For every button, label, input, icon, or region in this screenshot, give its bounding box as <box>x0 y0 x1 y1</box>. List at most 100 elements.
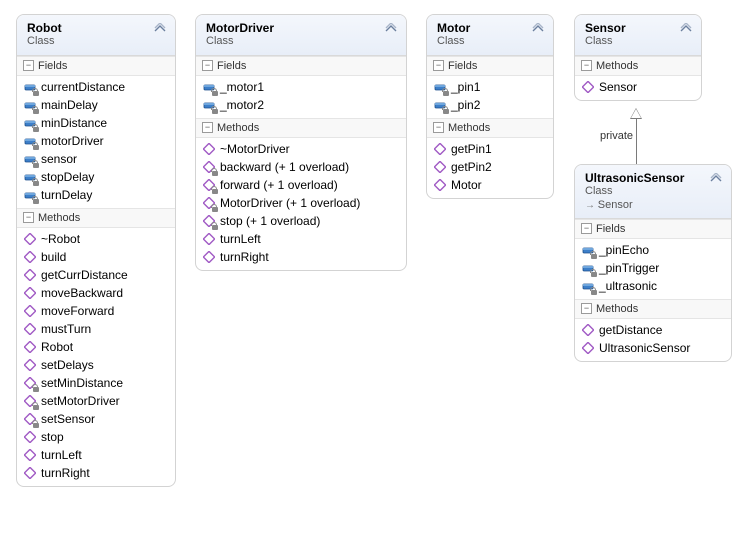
member-row[interactable]: build <box>21 248 171 266</box>
member-row[interactable]: _ultrasonic <box>579 277 727 295</box>
section-header-methods[interactable]: −Methods <box>17 208 175 228</box>
class-header[interactable]: SensorClass <box>575 15 701 56</box>
section-header-methods[interactable]: −Methods <box>575 299 731 319</box>
member-row[interactable]: turnLeft <box>200 230 402 248</box>
member-row[interactable]: minDistance <box>21 114 171 132</box>
member-row[interactable]: _pinEcho <box>579 241 727 259</box>
collapse-chevrons-icon[interactable] <box>384 23 398 36</box>
section-header-fields[interactable]: −Fields <box>575 219 731 239</box>
field-icon <box>23 80 37 94</box>
collapse-chevrons-icon[interactable] <box>531 23 545 36</box>
class-name: Motor <box>437 21 470 35</box>
section-header-fields[interactable]: −Fields <box>17 56 175 76</box>
method-icon <box>23 340 37 354</box>
minus-toggle-icon[interactable]: − <box>581 223 592 234</box>
section-header-methods[interactable]: −Methods <box>427 118 553 138</box>
class-header[interactable]: UltrasonicSensorClassSensor <box>575 165 731 219</box>
member-row[interactable]: getDistance <box>579 321 727 339</box>
method-icon <box>23 430 37 444</box>
member-row[interactable]: _pin2 <box>431 96 549 114</box>
section-title: Fields <box>448 60 477 72</box>
class-header[interactable]: MotorDriverClass <box>196 15 406 56</box>
inheritance-arrow-fill <box>631 109 641 118</box>
member-label: _pin2 <box>451 97 480 113</box>
collapse-chevrons-icon[interactable] <box>679 23 693 36</box>
member-label: getDistance <box>599 322 662 338</box>
member-label: _pinTrigger <box>599 260 659 276</box>
member-row[interactable]: mustTurn <box>21 320 171 338</box>
connector-label: private <box>598 130 635 142</box>
member-row[interactable]: turnRight <box>200 248 402 266</box>
method-icon <box>23 232 37 246</box>
member-label: setSensor <box>41 411 95 427</box>
member-row[interactable]: stopDelay <box>21 168 171 186</box>
class-box-robot[interactable]: RobotClass−Fields currentDistancemainDela… <box>16 14 176 487</box>
method-icon <box>202 232 216 246</box>
class-box-motor[interactable]: MotorClass−Fields_pin1_pin2−MethodsgetPi… <box>426 14 554 199</box>
member-row[interactable]: _pin1 <box>431 78 549 96</box>
method-icon <box>23 304 37 318</box>
member-label: turnDelay <box>41 187 92 203</box>
class-box-ultrasonic[interactable]: UltrasonicSensorClassSensor−Fields _pinEc… <box>574 164 732 362</box>
minus-toggle-icon[interactable]: − <box>433 122 444 133</box>
member-row[interactable]: Motor <box>431 176 549 194</box>
minus-toggle-icon[interactable]: − <box>23 212 34 223</box>
member-label: MotorDriver (+ 1 overload) <box>220 195 360 211</box>
member-row[interactable]: setMinDistance <box>21 374 171 392</box>
member-row[interactable]: motorDriver <box>21 132 171 150</box>
method-icon <box>202 142 216 156</box>
member-label: _motor2 <box>220 97 264 113</box>
member-row[interactable]: turnRight <box>21 464 171 482</box>
collapse-chevrons-icon[interactable] <box>153 23 167 36</box>
member-row[interactable]: UltrasonicSensor <box>579 339 727 357</box>
member-row[interactable]: _pinTrigger <box>579 259 727 277</box>
member-row[interactable]: setMotorDriver <box>21 392 171 410</box>
member-row[interactable]: Robot <box>21 338 171 356</box>
minus-toggle-icon[interactable]: − <box>23 60 34 71</box>
member-row[interactable]: MotorDriver (+ 1 overload) <box>200 194 402 212</box>
class-header[interactable]: RobotClass <box>17 15 175 56</box>
member-row[interactable]: moveBackward <box>21 284 171 302</box>
field-icon <box>433 98 447 112</box>
member-row[interactable]: turnDelay <box>21 186 171 204</box>
member-row[interactable]: forward (+ 1 overload) <box>200 176 402 194</box>
class-box-sensor[interactable]: SensorClass−Methods Sensor <box>574 14 702 101</box>
member-row[interactable]: getPin2 <box>431 158 549 176</box>
section-header-methods[interactable]: −Methods <box>575 56 701 76</box>
member-row[interactable]: setSensor <box>21 410 171 428</box>
section-header-fields[interactable]: −Fields <box>196 56 406 76</box>
member-row[interactable]: _motor1 <box>200 78 402 96</box>
minus-toggle-icon[interactable]: − <box>581 303 592 314</box>
member-label: setDelays <box>41 357 94 373</box>
method-icon <box>202 214 216 228</box>
member-label: _pinEcho <box>599 242 649 258</box>
member-row[interactable]: setDelays <box>21 356 171 374</box>
member-row[interactable]: stop <box>21 428 171 446</box>
member-label: getPin1 <box>451 141 492 157</box>
member-row[interactable]: mainDelay <box>21 96 171 114</box>
member-row[interactable]: ~MotorDriver <box>200 140 402 158</box>
collapse-chevrons-icon[interactable] <box>709 173 723 186</box>
minus-toggle-icon[interactable]: − <box>433 60 444 71</box>
class-header[interactable]: MotorClass <box>427 15 553 56</box>
member-row[interactable]: sensor <box>21 150 171 168</box>
section-header-methods[interactable]: −Methods <box>196 118 406 138</box>
minus-toggle-icon[interactable]: − <box>202 122 213 133</box>
member-row[interactable]: getPin1 <box>431 140 549 158</box>
minus-toggle-icon[interactable]: − <box>202 60 213 71</box>
member-row[interactable]: currentDistance <box>21 78 171 96</box>
member-row[interactable]: ~Robot <box>21 230 171 248</box>
member-row[interactable]: backward (+ 1 overload) <box>200 158 402 176</box>
member-label: stop <box>41 429 64 445</box>
class-box-motordriver[interactable]: MotorDriverClass−Fields _motor1_motor2 −Me… <box>195 14 407 271</box>
member-label: Robot <box>41 339 73 355</box>
member-label: UltrasonicSensor <box>599 340 690 356</box>
member-row[interactable]: getCurrDistance <box>21 266 171 284</box>
minus-toggle-icon[interactable]: − <box>581 60 592 71</box>
section-header-fields[interactable]: −Fields <box>427 56 553 76</box>
member-row[interactable]: moveForward <box>21 302 171 320</box>
member-row[interactable]: _motor2 <box>200 96 402 114</box>
member-row[interactable]: stop (+ 1 overload) <box>200 212 402 230</box>
member-row[interactable]: Sensor <box>579 78 697 96</box>
member-row[interactable]: turnLeft <box>21 446 171 464</box>
